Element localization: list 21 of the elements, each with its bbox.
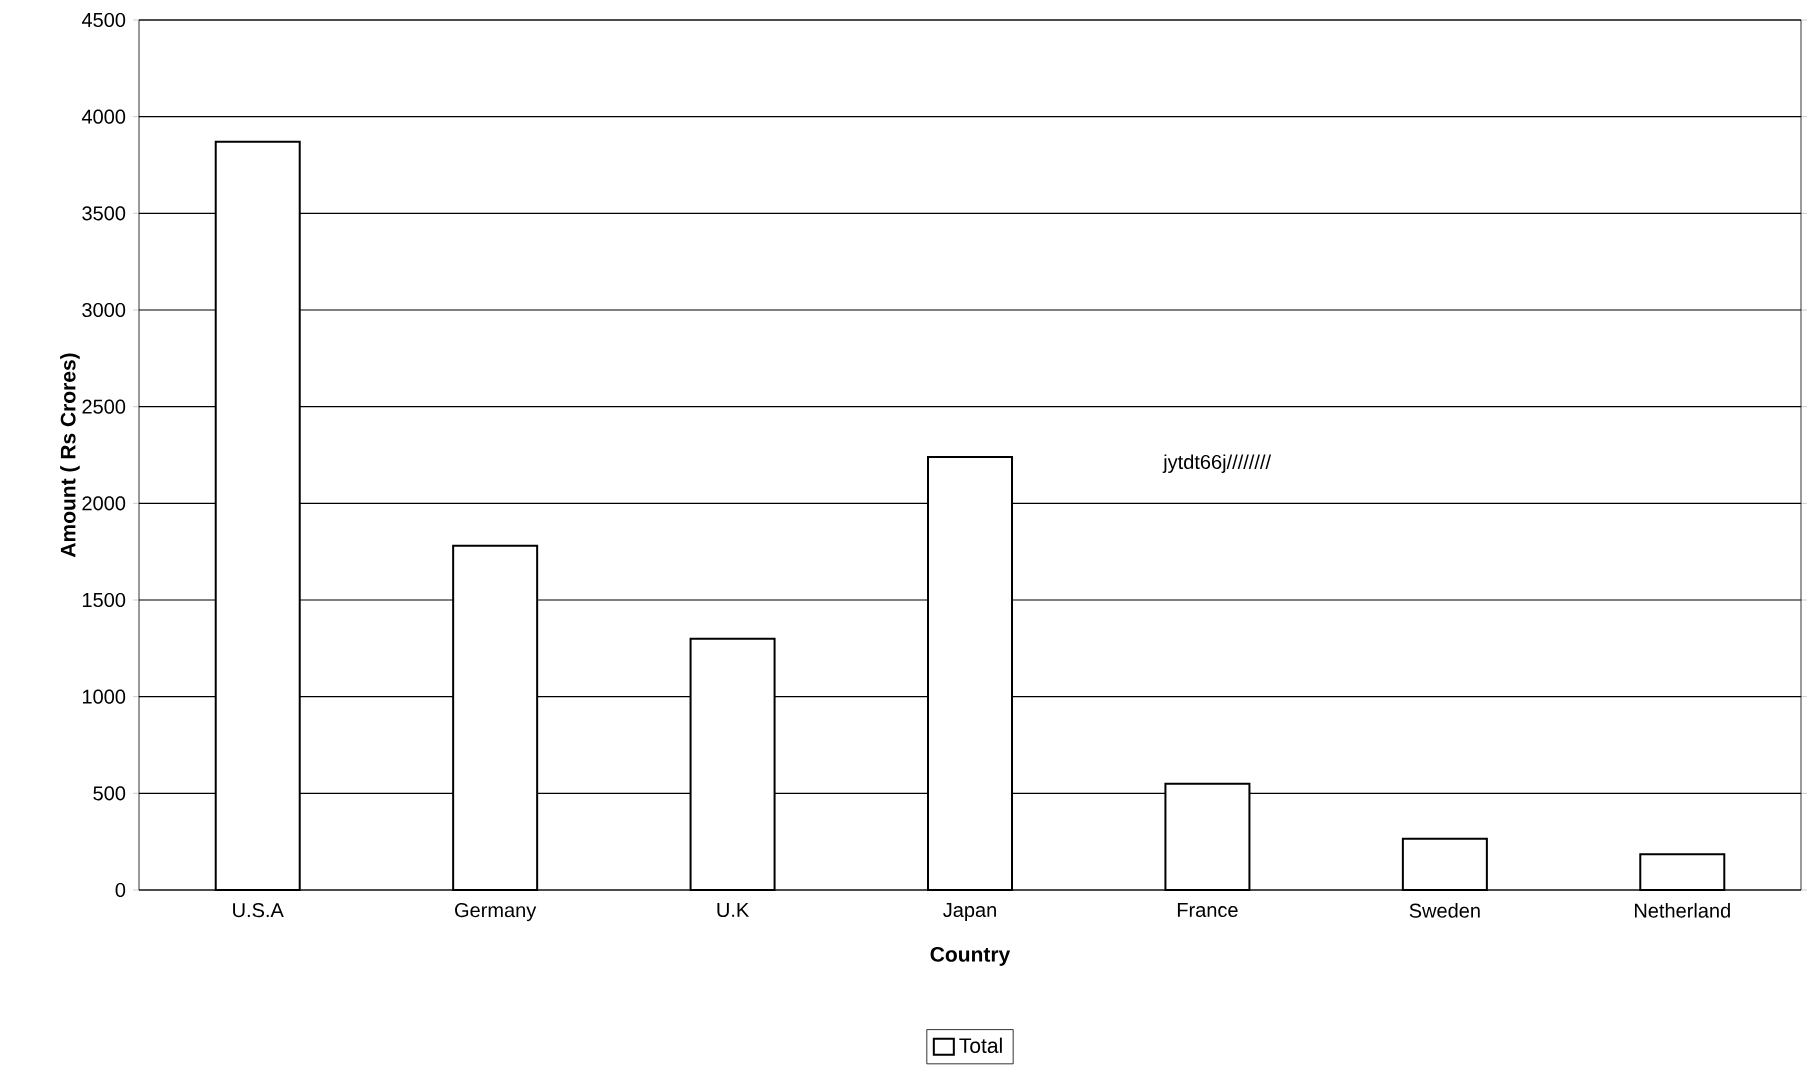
x-tick-label: Germany	[455, 903, 537, 922]
x-tick-label: U.S.A	[233, 903, 284, 918]
y-tick-label: 3500	[82, 206, 126, 221]
x-tick-label: Netherland	[1635, 903, 1730, 918]
x-tick-label: Japan	[943, 903, 996, 921]
y-tick-label: 500	[93, 786, 126, 801]
x-axis-title: Country	[930, 946, 1011, 966]
y-tick-label: 3000	[82, 302, 126, 318]
y-tick-label: 2500	[82, 399, 126, 414]
y-axis-title: Amount ( Rs Crores)	[60, 353, 80, 558]
x-tick-label: U.K	[717, 903, 750, 918]
y-tick-label: 4500	[81, 12, 126, 28]
y-tick-label: 0	[115, 882, 126, 898]
y-tick-label: 1000	[82, 689, 126, 704]
x-tick-label: France	[1177, 903, 1238, 918]
y-tick-label: 4000	[81, 109, 126, 124]
y-tick-label: 2000	[82, 496, 126, 511]
y-tick-label: 1500	[82, 592, 126, 608]
x-tick-label: Sweden	[1409, 903, 1480, 918]
legend-label: Total	[959, 1037, 1002, 1054]
annotation: jytdt66j////////	[1162, 454, 1272, 474]
